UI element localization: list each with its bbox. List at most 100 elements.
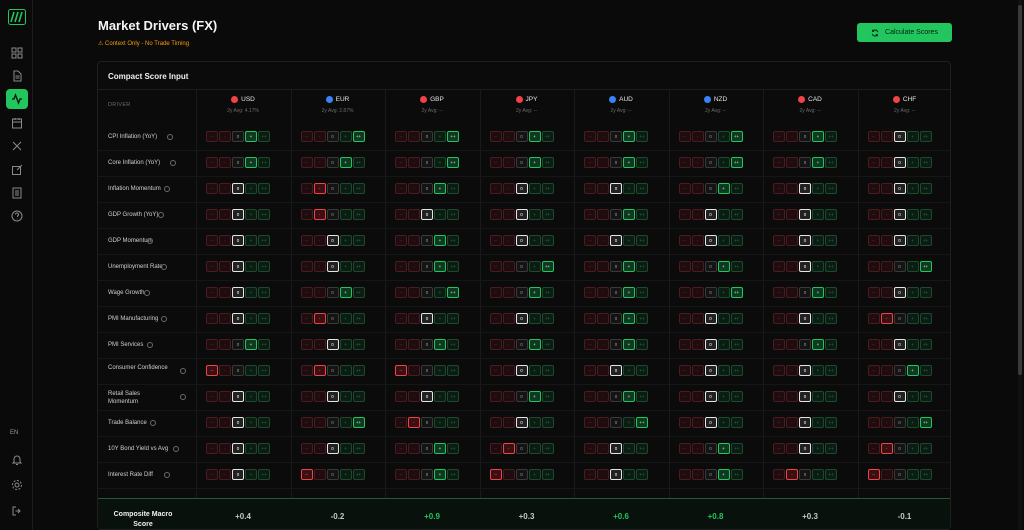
score-option-button[interactable]: -: [219, 261, 231, 272]
score-option-button[interactable]: -: [408, 261, 420, 272]
score-option-button[interactable]: ++: [730, 157, 743, 168]
score-option-button[interactable]: -: [786, 313, 798, 324]
score-option-button[interactable]: ++: [541, 131, 554, 142]
score-option-button[interactable]: --: [867, 235, 880, 246]
score-option-button[interactable]: ++: [541, 209, 554, 220]
score-option-button[interactable]: --: [678, 183, 691, 194]
score-option-button[interactable]: ++: [919, 339, 932, 350]
score-option-button[interactable]: +: [623, 157, 635, 168]
score-option-button[interactable]: +: [623, 391, 635, 402]
score-option-button[interactable]: --: [584, 365, 596, 376]
score-option-button[interactable]: +: [717, 235, 730, 246]
score-option-button[interactable]: 0: [421, 339, 433, 350]
score-option-button[interactable]: -: [408, 209, 420, 220]
score-option-button[interactable]: ++: [825, 391, 837, 402]
score-option-button[interactable]: --: [584, 235, 596, 246]
score-option-button[interactable]: +: [906, 209, 919, 220]
score-option-button[interactable]: 0: [232, 443, 244, 454]
score-option-button[interactable]: +: [812, 339, 824, 350]
score-option-button[interactable]: --: [584, 417, 596, 428]
score-option-button[interactable]: +: [623, 313, 635, 324]
score-option-button[interactable]: -: [502, 417, 515, 428]
score-option-button[interactable]: -: [786, 287, 798, 298]
score-option-button[interactable]: +: [528, 209, 541, 220]
score-option-button[interactable]: ++: [258, 339, 270, 350]
score-option-button[interactable]: ++: [825, 131, 837, 142]
score-option-button[interactable]: ++: [825, 209, 837, 220]
score-option-button[interactable]: --: [395, 313, 407, 324]
score-option-button[interactable]: ++: [447, 313, 459, 324]
score-option-button[interactable]: -: [691, 235, 704, 246]
score-option-button[interactable]: ++: [258, 443, 270, 454]
score-option-button[interactable]: -: [691, 339, 704, 350]
scrollbar[interactable]: [1018, 0, 1022, 530]
score-option-button[interactable]: -: [880, 209, 893, 220]
score-option-button[interactable]: -: [313, 209, 326, 220]
score-option-button[interactable]: --: [206, 339, 218, 350]
score-option-button[interactable]: -: [597, 417, 609, 428]
score-option-button[interactable]: -: [786, 365, 798, 376]
score-option-button[interactable]: -: [502, 339, 515, 350]
score-option-button[interactable]: --: [773, 339, 785, 350]
tools-icon[interactable]: [9, 138, 24, 153]
score-option-button[interactable]: --: [395, 443, 407, 454]
score-option-button[interactable]: -: [880, 391, 893, 402]
score-option-button[interactable]: -: [786, 235, 798, 246]
score-option-button[interactable]: 0: [704, 157, 717, 168]
score-option-button[interactable]: --: [206, 391, 218, 402]
calendar-icon[interactable]: [9, 115, 24, 130]
score-option-button[interactable]: -: [219, 339, 231, 350]
score-option-button[interactable]: --: [867, 183, 880, 194]
score-option-button[interactable]: -: [313, 287, 326, 298]
score-option-button[interactable]: 0: [326, 209, 339, 220]
score-option-button[interactable]: --: [867, 391, 880, 402]
score-option-button[interactable]: 0: [704, 287, 717, 298]
score-option-button[interactable]: ++: [258, 287, 270, 298]
score-option-button[interactable]: +: [339, 235, 352, 246]
score-option-button[interactable]: -: [880, 183, 893, 194]
score-option-button[interactable]: --: [206, 183, 218, 194]
score-option-button[interactable]: ++: [825, 313, 837, 324]
score-option-button[interactable]: 0: [421, 417, 433, 428]
score-option-button[interactable]: +: [812, 365, 824, 376]
score-option-button[interactable]: ++: [352, 183, 365, 194]
score-option-button[interactable]: --: [489, 365, 502, 376]
score-option-button[interactable]: 0: [704, 443, 717, 454]
score-option-button[interactable]: -: [691, 443, 704, 454]
score-option-button[interactable]: 0: [326, 417, 339, 428]
score-option-button[interactable]: +: [623, 339, 635, 350]
score-option-button[interactable]: 0: [421, 313, 433, 324]
score-option-button[interactable]: +: [812, 313, 824, 324]
score-option-button[interactable]: +: [717, 417, 730, 428]
score-option-button[interactable]: 0: [610, 287, 622, 298]
score-option-button[interactable]: ++: [352, 339, 365, 350]
score-option-button[interactable]: -: [219, 183, 231, 194]
score-option-button[interactable]: +: [434, 235, 446, 246]
score-option-button[interactable]: +: [812, 391, 824, 402]
score-option-button[interactable]: ++: [730, 183, 743, 194]
score-option-button[interactable]: -: [691, 365, 704, 376]
score-option-button[interactable]: ++: [636, 209, 648, 220]
info-icon[interactable]: [167, 134, 174, 140]
score-option-button[interactable]: --: [773, 157, 785, 168]
score-option-button[interactable]: --: [206, 313, 218, 324]
score-option-button[interactable]: +: [245, 339, 257, 350]
score-option-button[interactable]: 0: [610, 313, 622, 324]
score-option-button[interactable]: --: [300, 287, 313, 298]
score-option-button[interactable]: 0: [799, 235, 811, 246]
score-option-button[interactable]: ++: [730, 391, 743, 402]
score-option-button[interactable]: +: [812, 261, 824, 272]
score-option-button[interactable]: 0: [893, 183, 906, 194]
score-option-button[interactable]: ++: [258, 365, 270, 376]
score-option-button[interactable]: -: [219, 287, 231, 298]
score-option-button[interactable]: --: [489, 417, 502, 428]
score-option-button[interactable]: ++: [919, 417, 932, 428]
score-option-button[interactable]: --: [395, 131, 407, 142]
score-option-button[interactable]: --: [678, 287, 691, 298]
score-option-button[interactable]: ++: [919, 391, 932, 402]
score-option-button[interactable]: ++: [541, 313, 554, 324]
score-option-button[interactable]: 0: [232, 157, 244, 168]
score-option-button[interactable]: -: [880, 131, 893, 142]
score-option-button[interactable]: 0: [704, 183, 717, 194]
score-option-button[interactable]: 0: [326, 131, 339, 142]
